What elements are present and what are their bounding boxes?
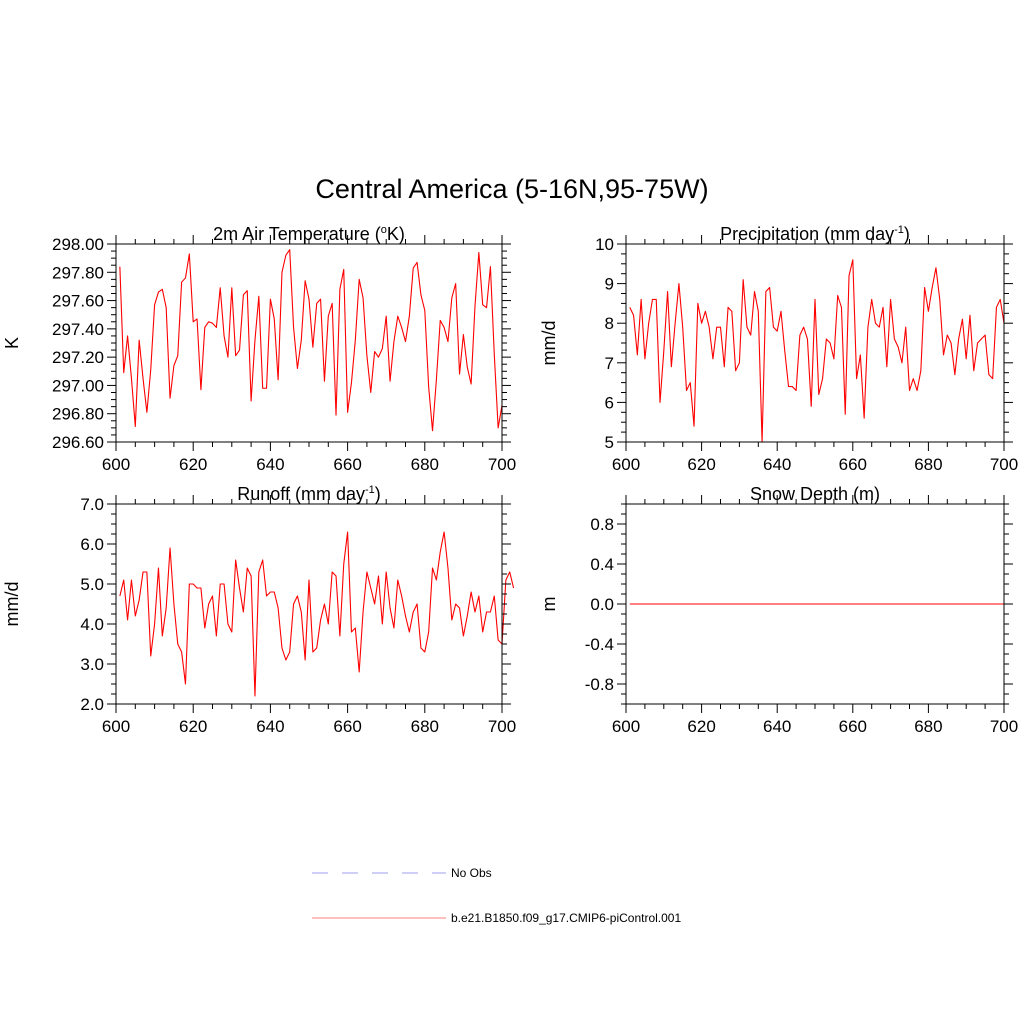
- legend-label-2: b.e21.B1850.f09_g17.CMIP6-piControl.001: [451, 911, 681, 925]
- panel-title-text: Snow Depth (m): [750, 484, 880, 504]
- panel-title-suffix: ): [904, 224, 910, 244]
- plot-frame: [625, 243, 1005, 443]
- series-line: [119, 531, 515, 697]
- panel-1: 2m Air Temperature (oK) K 600 620 640 660 680 7…: [2, 224, 516, 474]
- y-tick-label: 5: [605, 433, 614, 452]
- plot-frame: [115, 243, 503, 443]
- x-tick-label: 660: [333, 717, 361, 736]
- x-tick-label: 660: [333, 455, 361, 474]
- panel-title: Runoff (mm day-1): [237, 484, 381, 504]
- y-axis-label: mm/d: [2, 582, 22, 627]
- series-line: [629, 259, 1005, 443]
- y-tick-label: 3.0: [80, 655, 104, 674]
- y-tick-label: 298.00: [52, 235, 104, 254]
- series-line: [119, 249, 503, 432]
- panel-title-suffix: K): [387, 224, 405, 244]
- y-tick-label: -0.8: [585, 675, 614, 694]
- x-tick-label: 620: [179, 717, 207, 736]
- x-tick-label: 680: [914, 717, 942, 736]
- x-tick-label: 700: [488, 455, 516, 474]
- x-tick-label: 700: [990, 455, 1018, 474]
- panel-3: Runoff (mm day-1) mm/d 600 620 640 660 680 700 2…: [2, 484, 516, 736]
- panel-2: Precipitation (mm day-1) mm/d 600 620 640 660…: [539, 224, 1018, 474]
- y-tick-label: 7.0: [80, 495, 104, 514]
- panel-title: Precipitation (mm day-1): [720, 224, 910, 244]
- y-tick-label: 7: [605, 354, 614, 373]
- x-tick-label: 620: [687, 455, 715, 474]
- x-tick-label: 620: [687, 717, 715, 736]
- y-tick-label: 0.4: [590, 555, 614, 574]
- x-tick-label: 640: [763, 455, 791, 474]
- x-tick-label: 600: [612, 717, 640, 736]
- x-tick-label: 600: [102, 717, 130, 736]
- panels-group: 2m Air Temperature (oK) K 600 620 640 660 680 7…: [2, 224, 1018, 736]
- y-tick-label: 297.40: [52, 320, 104, 339]
- y-tick-label: 297.20: [52, 348, 104, 367]
- x-tick-label: 700: [488, 717, 516, 736]
- x-tick-label: 640: [256, 455, 284, 474]
- x-tick-label: 620: [179, 455, 207, 474]
- x-tick-label: 680: [411, 455, 439, 474]
- y-axis-label: mm/d: [539, 321, 559, 366]
- y-tick-label: 2.0: [80, 695, 104, 714]
- panel-title-superscript: -1: [365, 484, 375, 496]
- panel-title-suffix: ): [375, 484, 381, 504]
- page-title: Central America (5-16N,95-75W): [315, 174, 708, 204]
- panel-4: Snow Depth (m) m 600 620 640 660 680 700 -0.8 -0.…: [539, 484, 1018, 736]
- y-tick-label: 4.0: [80, 615, 104, 634]
- x-tick-label: 640: [256, 717, 284, 736]
- y-tick-label: -0.4: [585, 635, 614, 654]
- y-tick-label: 6: [605, 393, 614, 412]
- y-tick-label: 297.80: [52, 263, 104, 282]
- y-tick-label: 10: [595, 235, 614, 254]
- x-tick-label: 660: [839, 717, 867, 736]
- y-tick-label: 297.60: [52, 292, 104, 311]
- x-tick-label: 680: [411, 717, 439, 736]
- y-tick-label: 0.0: [590, 595, 614, 614]
- panel-title-text: Precipitation (mm day: [720, 224, 894, 244]
- x-tick-label: 700: [990, 717, 1018, 736]
- x-tick-label: 680: [914, 455, 942, 474]
- y-tick-label: 0.8: [590, 515, 614, 534]
- legend-label-1: No Obs: [451, 866, 492, 880]
- panel-title-superscript: o: [381, 224, 387, 236]
- y-tick-label: 6.0: [80, 535, 104, 554]
- panel-title: 2m Air Temperature (oK): [213, 224, 405, 244]
- panel-title-text: Runoff (mm day: [237, 484, 365, 504]
- y-axis-label: m: [539, 597, 559, 612]
- legend: No Obs b.e21.B1850.f09_g17.CMIP6-piContro…: [312, 866, 681, 925]
- y-tick-label: 5.0: [80, 575, 104, 594]
- panel-title-superscript: -1: [894, 224, 904, 236]
- x-tick-label: 660: [839, 455, 867, 474]
- y-tick-label: 296.80: [52, 405, 104, 424]
- x-tick-label: 600: [102, 455, 130, 474]
- y-axis-label: K: [2, 337, 22, 349]
- y-tick-label: 8: [605, 314, 614, 333]
- x-tick-label: 640: [763, 717, 791, 736]
- x-tick-label: 600: [612, 455, 640, 474]
- y-tick-label: 296.60: [52, 433, 104, 452]
- y-tick-label: 297.00: [52, 376, 104, 395]
- panel-title-text: 2m Air Temperature (: [213, 224, 381, 244]
- y-tick-label: 9: [605, 275, 614, 294]
- panel-title: Snow Depth (m): [750, 484, 880, 504]
